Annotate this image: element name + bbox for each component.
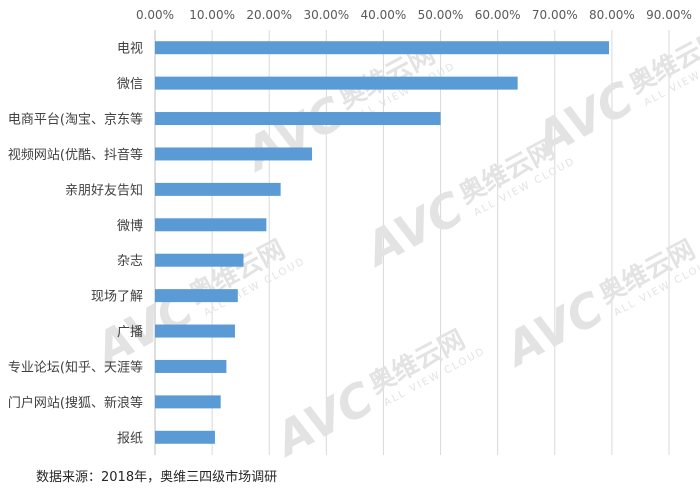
category-label: 门户网站(搜狐、新浪等 — [8, 395, 143, 411]
gridlines — [154, 30, 670, 455]
bar — [155, 395, 221, 409]
bars — [155, 41, 610, 444]
category-label: 专业论坛(知乎、天涯等 — [8, 359, 143, 375]
source-note: 数据来源：2018年，奥维三四级市场调研 — [36, 470, 278, 485]
watermark-avc: AVC — [494, 281, 612, 378]
bar — [155, 289, 238, 303]
x-tick-label: 50.00% — [418, 8, 464, 22]
bar — [155, 112, 441, 126]
bar — [155, 147, 313, 161]
category-label: 亲朋好友告知 — [65, 182, 143, 198]
watermark-avc: AVC — [234, 86, 352, 183]
category-label: 广播 — [117, 325, 143, 340]
x-axis-ticks: 0.00% 10.00% 20.00% 30.00% 40.00% 50.00% 60.00… — [136, 8, 692, 22]
bar — [155, 359, 227, 373]
x-tick-label: 30.00% — [303, 8, 349, 22]
category-label: 微信 — [117, 77, 143, 92]
bar — [155, 253, 244, 267]
category-labels: 电视微信电商平台(淘宝、京东等视频网站(优酷、抖音等亲朋好友告知微博杂志现场了解… — [8, 42, 143, 447]
bar — [155, 324, 235, 338]
x-tick-label: 90.00% — [646, 8, 692, 22]
category-label: 报纸 — [117, 431, 143, 446]
category-label: 电视 — [117, 42, 143, 57]
category-label: 现场了解 — [91, 290, 143, 305]
bar — [155, 41, 610, 55]
x-tick-label: 40.00% — [361, 8, 407, 22]
x-tick-label: 0.00% — [136, 8, 174, 22]
bar — [155, 430, 215, 444]
bar — [155, 76, 518, 90]
watermark-avc: AVC — [264, 371, 382, 468]
x-tick-label: 80.00% — [589, 8, 635, 22]
x-tick-label: 60.00% — [475, 8, 521, 22]
category-label: 微博 — [117, 219, 143, 234]
x-tick-label: 10.00% — [189, 8, 235, 22]
category-label: 杂志 — [117, 254, 143, 269]
x-tick-label: 70.00% — [532, 8, 578, 22]
bar — [155, 218, 267, 232]
bar — [155, 182, 281, 196]
x-tick-label: 20.00% — [246, 8, 292, 22]
category-label: 视频网站(优酷、抖音等 — [8, 147, 143, 163]
category-label: 电商平台(淘宝、京东等 — [8, 112, 143, 128]
watermark-avc: AVC — [354, 181, 472, 278]
